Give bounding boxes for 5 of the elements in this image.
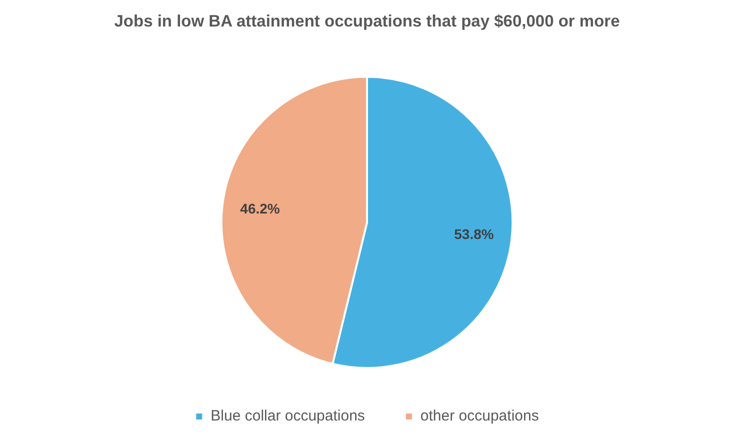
data-label: 53.8% <box>454 226 494 242</box>
legend-label: Blue collar occupations <box>210 408 365 425</box>
chart-title: Jobs in low BA attainment occupations that pay $60,000 or more <box>114 12 620 30</box>
data-label: 46.2% <box>240 200 280 216</box>
legend-label: other occupations <box>420 408 539 425</box>
